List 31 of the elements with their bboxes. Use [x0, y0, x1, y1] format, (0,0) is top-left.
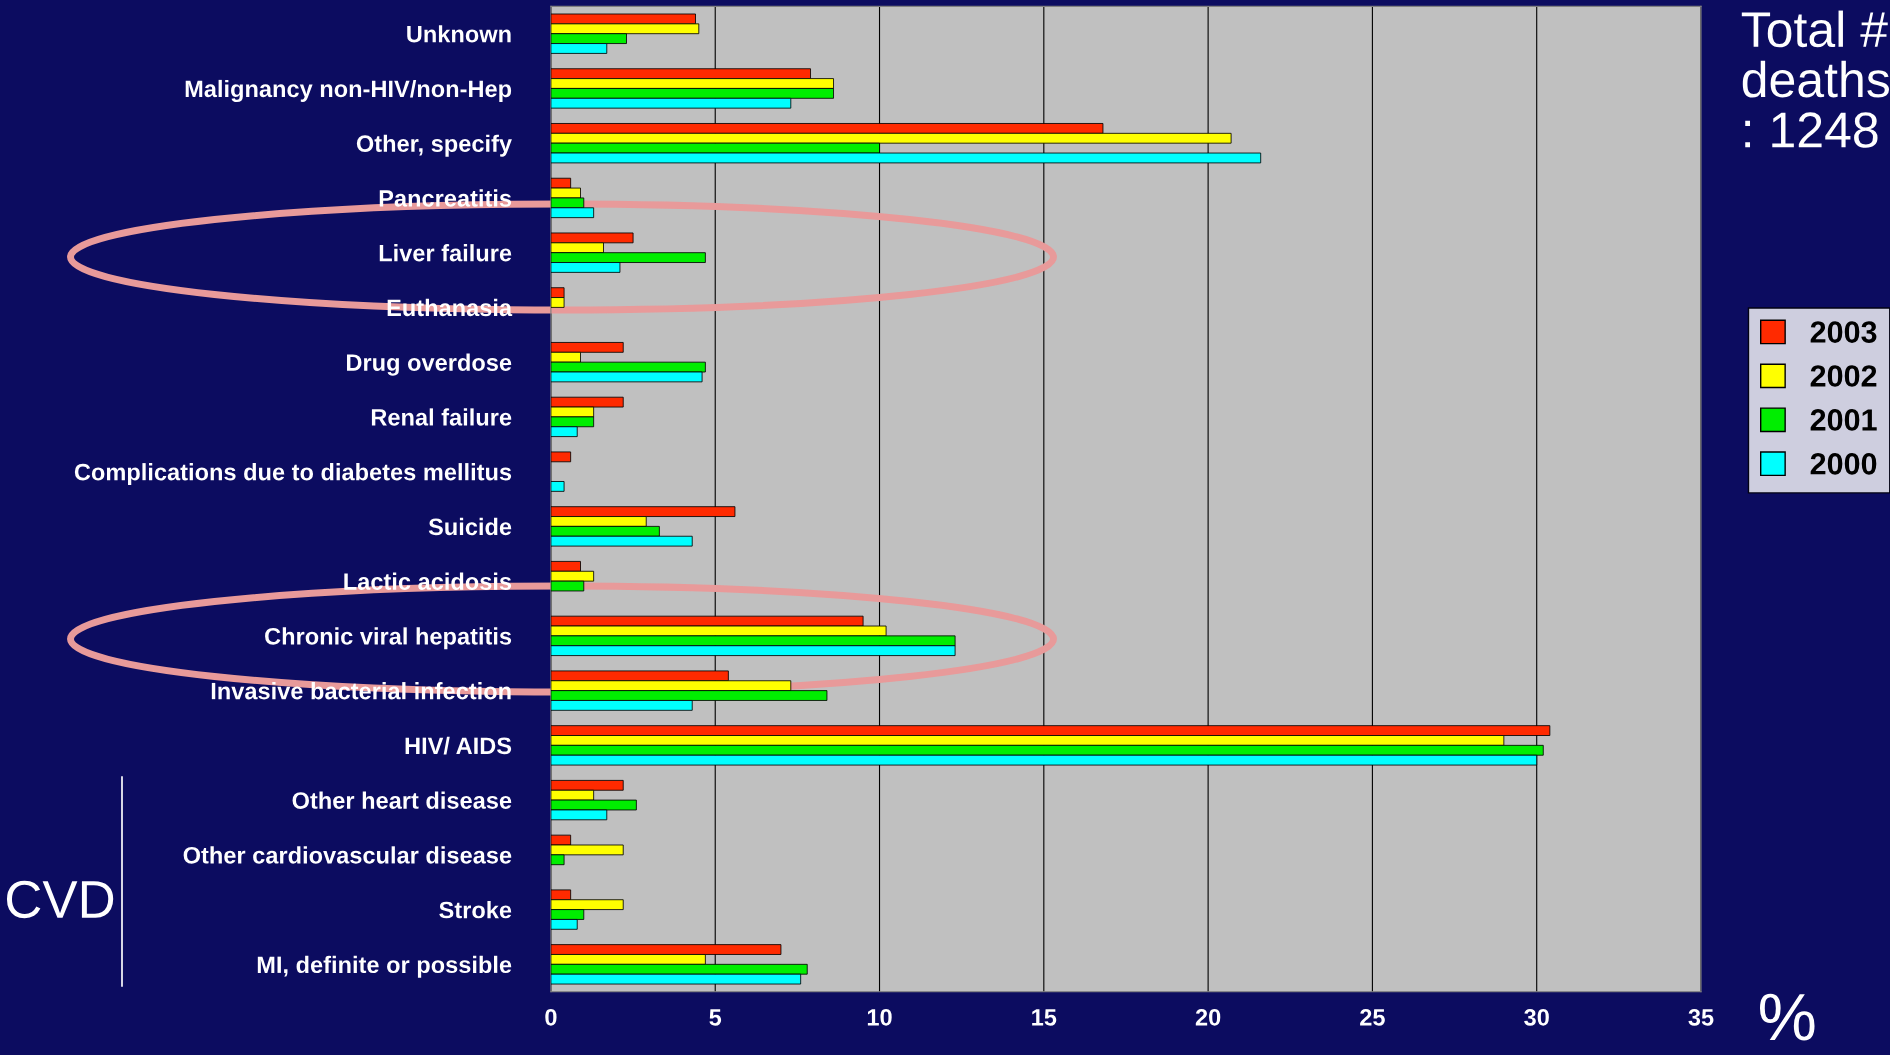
y-tick-label: Stroke	[439, 901, 512, 919]
legend-label: 2003	[1810, 321, 1877, 343]
y-tick-label: Malignancy non-HIV/non-Hep	[185, 79, 512, 102]
y-tick-label: Suicide	[428, 517, 512, 536]
y-tick-label: Other heart disease	[292, 791, 512, 809]
y-tick-label: MI, definite or possible	[257, 955, 512, 978]
y-tick-label: Liver failure	[379, 244, 512, 262]
x-tick-label: 10	[867, 1008, 892, 1026]
x-axis-title: %	[1759, 993, 1815, 1041]
x-tick-label: 25	[1360, 1008, 1385, 1026]
x-tick-label: 35	[1688, 1008, 1714, 1026]
x-tick-label: 0	[545, 1008, 557, 1026]
legend-label: 2000	[1810, 453, 1877, 475]
y-tick-label: Unknown	[407, 25, 511, 43]
y-tick-label: Other, specify	[356, 134, 512, 157]
bar	[550, 481, 565, 492]
y-tick-label: Chronic viral hepatitis	[265, 627, 512, 650]
y-tick-label: Complications due to diabetes mellitus	[74, 463, 512, 486]
x-tick-label: 15	[1032, 1009, 1057, 1026]
y-tick-label: Other cardiovascular disease	[183, 846, 512, 864]
legend-label: 2001	[1810, 409, 1877, 431]
bar	[550, 451, 572, 463]
y-tick-label: HIV/ AIDS	[405, 736, 512, 755]
y-tick-label: Drug overdose	[347, 353, 512, 376]
x-tick-label: 30	[1524, 1008, 1549, 1026]
x-tick-label: 5	[709, 1009, 722, 1026]
y-tick-label: Renal failure	[371, 408, 512, 426]
legend-label: 2002	[1810, 365, 1877, 387]
text: CVD	[6, 880, 114, 919]
x-tick-label: 20	[1195, 1008, 1221, 1026]
text: Total # deaths : 1248	[1741, 10, 1890, 148]
